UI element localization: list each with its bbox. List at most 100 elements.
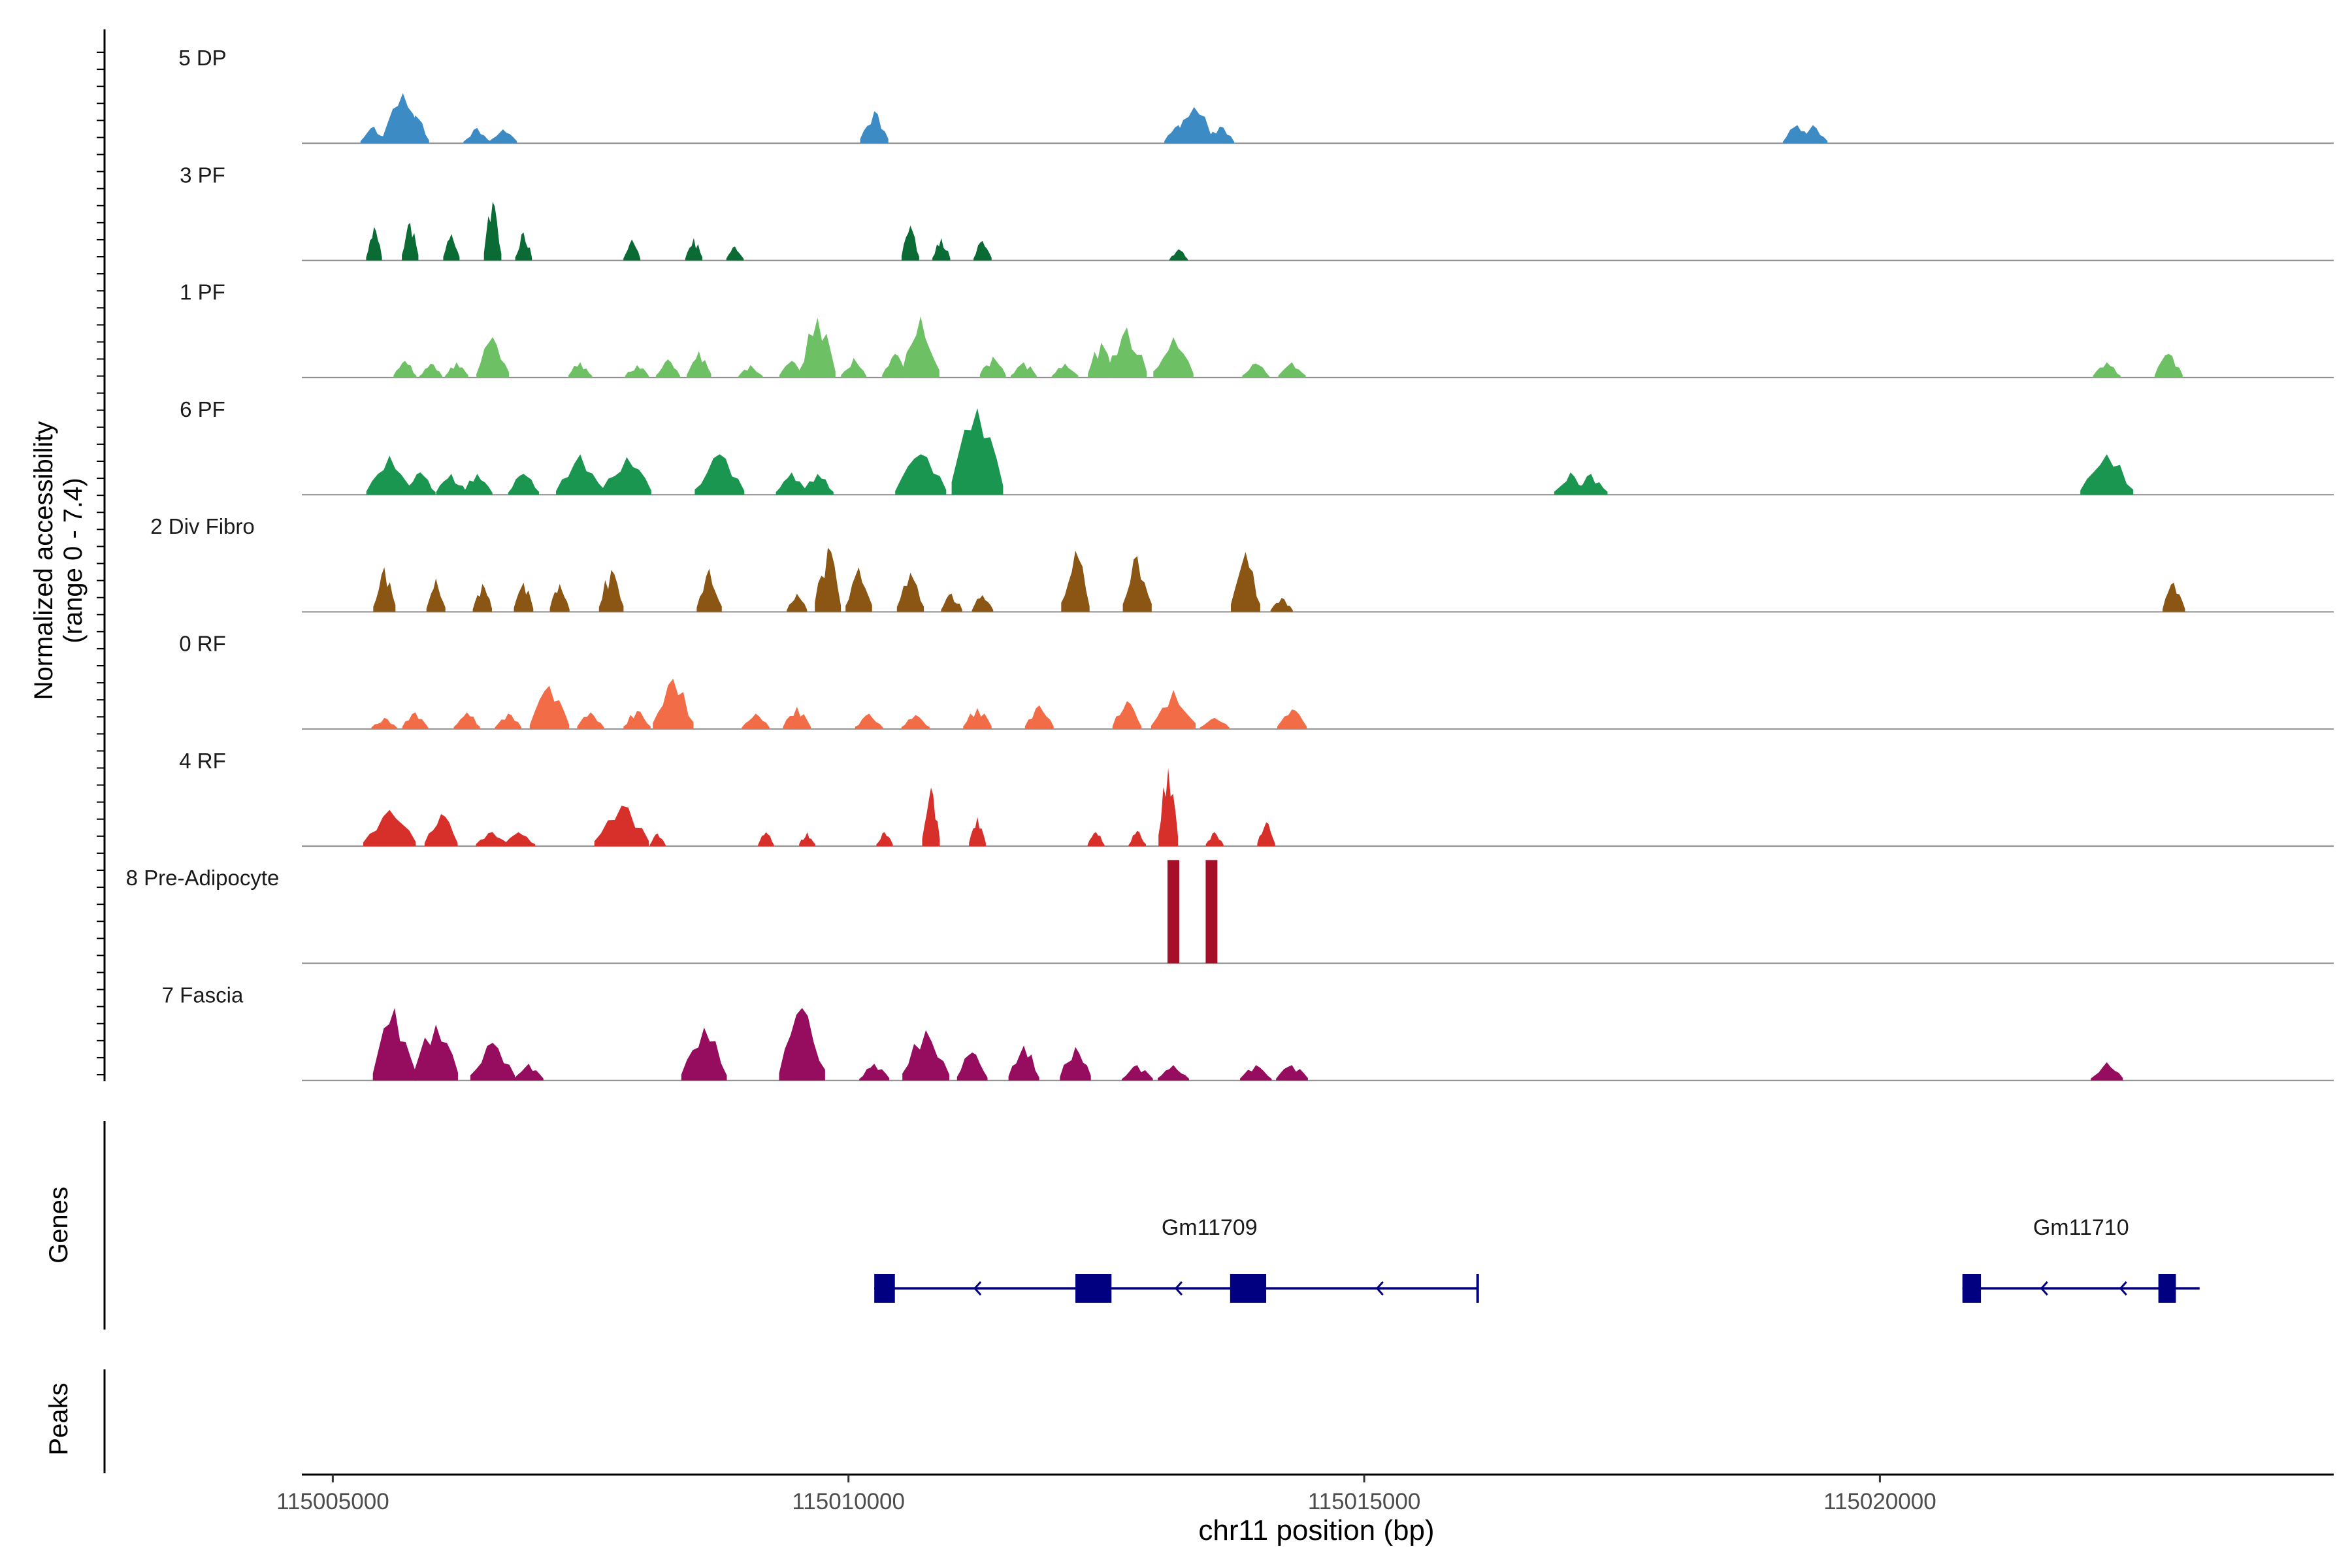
coverage-peak [1172, 106, 1216, 144]
coverage-peak [973, 240, 992, 261]
coverage-peak [405, 472, 436, 495]
track-8: 7 Fascia [162, 983, 2334, 1081]
coverage-peak [1798, 125, 1828, 144]
coverage-peak [444, 362, 468, 378]
coverage-peak [483, 201, 502, 261]
coverage-peak [969, 817, 986, 847]
coverage-peak [366, 227, 382, 261]
coverage-peak [1087, 832, 1105, 847]
coverage-peak [951, 408, 1004, 495]
coverage-peak [738, 365, 763, 378]
coverage-peak [685, 238, 702, 261]
gene-exon [874, 1274, 895, 1303]
coverage-peak [1008, 1045, 1039, 1081]
coverage-peak [901, 715, 930, 729]
track-label: 7 Fascia [162, 983, 244, 1007]
coverage-peak [360, 126, 388, 144]
track-6: 4 RF [179, 749, 2334, 847]
coverage-peak [1205, 860, 1218, 964]
coverage-peak [363, 809, 416, 847]
coverage-peak [1153, 337, 1194, 378]
track-0: 5 DP [178, 46, 2334, 144]
coverage-peak [426, 578, 446, 612]
coverage-peak [476, 832, 510, 847]
coverage-peak [681, 1027, 727, 1081]
coverage-peak [515, 232, 532, 261]
coverage-peak [1231, 551, 1260, 612]
coverage-peak [529, 685, 569, 729]
genes-panel-title: Genes [44, 1186, 73, 1264]
coverage-peak [895, 454, 947, 495]
x-tick-label: 115005000 [276, 1489, 389, 1514]
coverage-peak [2091, 1062, 2123, 1081]
coverage-peak [799, 832, 815, 847]
coverage-peak [372, 1007, 417, 1081]
coverage-peak [602, 457, 651, 495]
coverage-peak [495, 713, 521, 729]
coverage-peak [882, 353, 908, 378]
track-2: 1 PF [180, 280, 2334, 378]
coverage-peak [742, 713, 770, 729]
x-tick-label: 115010000 [792, 1489, 905, 1514]
coverage-peak [1276, 1065, 1308, 1081]
gene-exon [1230, 1274, 1267, 1303]
coverage-peak [787, 593, 808, 612]
coverage-peak [902, 316, 939, 378]
coverage-peak [841, 358, 866, 378]
coverage-peak [1169, 249, 1188, 261]
coverage-peak [472, 583, 492, 612]
track-5: 0 RF [179, 632, 2334, 730]
coverage-peak [1060, 1047, 1091, 1081]
coverage-peak [902, 225, 919, 261]
coverage-peak [556, 454, 605, 495]
track-7: 8 Pre-Adipocyte [126, 860, 2334, 964]
track-label: 0 RF [179, 632, 226, 656]
coverage-peak [1205, 832, 1224, 847]
genes-panel: Gm11709 Gm11710 [874, 1215, 2200, 1303]
coverage-peak [1257, 822, 1275, 847]
coverage-peak [932, 238, 951, 261]
coverage-peak [1024, 705, 1054, 729]
coverage-peak [1240, 1065, 1272, 1081]
coverage-peak [779, 361, 804, 378]
coverage-peak [941, 593, 962, 612]
coverage-peak [1167, 860, 1179, 964]
coverage-peak [859, 1064, 890, 1081]
coverage-peak [373, 567, 396, 612]
coverage-peak [2080, 454, 2134, 495]
coverage-peak [514, 582, 534, 612]
coverage-peak [436, 474, 467, 495]
coverage-peak [594, 806, 649, 847]
coverage-peak [799, 318, 836, 378]
coverage-peak [1242, 363, 1270, 378]
gene-label: Gm11710 [2033, 1215, 2129, 1240]
coverage-peak [896, 572, 924, 612]
coverage-peak [1128, 830, 1146, 847]
coverage-peak [860, 111, 889, 144]
track-label: 5 DP [178, 46, 226, 70]
coverage-peak [694, 454, 745, 495]
coverage-peak [855, 713, 883, 729]
y-axis-title-line2: (range 0 - 7.4) [59, 478, 88, 643]
coverage-peak [845, 567, 872, 612]
strand-arrow-icon [2119, 1281, 2127, 1296]
coverage-peak [1151, 690, 1196, 729]
x-axis: 115005000 115010000 115015000 115020000 [276, 1473, 2334, 1514]
coverage-peak [1205, 126, 1235, 144]
coverage-peak [696, 568, 722, 612]
track-label: 3 PF [180, 163, 225, 187]
coverage-peak [401, 115, 429, 144]
gene-exon [2158, 1274, 2176, 1303]
coverage-peak [1088, 342, 1115, 378]
coverage-peak [476, 337, 509, 378]
coverage-peak [489, 129, 517, 144]
coverage-peak [598, 570, 624, 612]
track-3: 6 PF [180, 397, 2334, 496]
coverage-peak [979, 356, 1006, 378]
gene-Gm11710: Gm11710 [1962, 1215, 2200, 1303]
x-tick-label: 115015000 [1308, 1489, 1421, 1514]
track-label: 6 PF [180, 397, 225, 421]
coverage-peak [655, 359, 680, 378]
coverage-peak [956, 1053, 988, 1081]
